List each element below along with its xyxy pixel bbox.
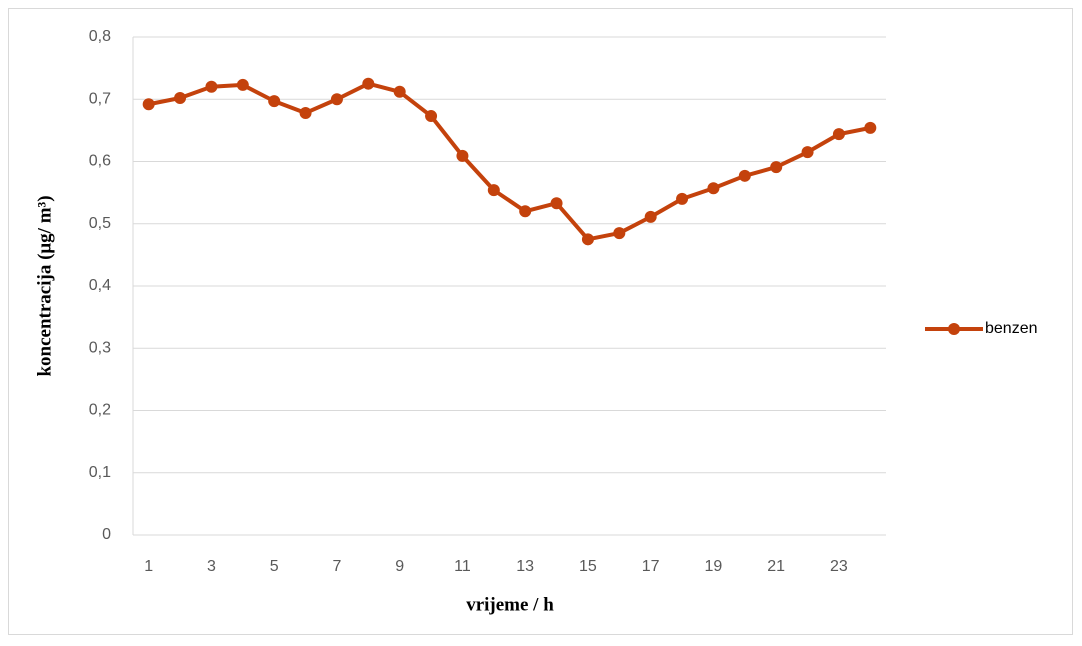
data-point — [801, 146, 814, 159]
y-tick-label: 0,7 — [89, 90, 111, 107]
data-point — [425, 110, 438, 123]
data-point — [393, 85, 406, 98]
x-tick-label: 17 — [642, 558, 660, 575]
x-tick-label: 1 — [144, 558, 153, 575]
y-tick-label: 0,6 — [89, 153, 111, 170]
x-tick-label: 3 — [207, 558, 216, 575]
x-tick-label: 11 — [454, 558, 471, 575]
data-point — [330, 93, 343, 106]
y-tick-label: 0,5 — [89, 215, 111, 232]
x-tick-label: 13 — [516, 558, 534, 575]
data-point — [487, 184, 500, 197]
data-point — [707, 182, 720, 195]
data-point — [738, 169, 751, 182]
y-tick-label: 0,3 — [89, 339, 111, 356]
data-point — [362, 77, 375, 90]
data-point — [832, 128, 845, 141]
chart-border — [8, 8, 1073, 635]
data-point — [299, 106, 312, 119]
data-point — [205, 80, 218, 93]
x-axis-title: vrijeme / h — [466, 594, 554, 615]
x-tick-label: 9 — [395, 558, 404, 575]
data-point — [236, 78, 249, 91]
data-point — [644, 210, 657, 223]
y-tick-label: 0,4 — [89, 277, 111, 294]
data-point — [864, 121, 877, 134]
data-point — [676, 192, 689, 205]
data-point — [174, 92, 187, 105]
x-tick-label: 7 — [332, 558, 341, 575]
data-point — [456, 149, 469, 162]
x-tick-label: 21 — [767, 558, 785, 575]
data-point — [142, 98, 155, 111]
y-tick-label: 0 — [102, 526, 111, 543]
data-point — [770, 161, 783, 174]
x-tick-label: 15 — [579, 558, 597, 575]
x-tick-label: 5 — [270, 558, 279, 575]
legend-marker — [948, 323, 960, 335]
data-point — [268, 95, 281, 108]
y-tick-label: 0,1 — [89, 464, 111, 481]
x-tick-label: 19 — [705, 558, 723, 575]
y-tick-label: 0,8 — [89, 28, 111, 45]
data-point — [613, 227, 626, 240]
legend-label: benzen — [985, 320, 1038, 337]
data-point — [519, 205, 532, 218]
x-tick-label: 23 — [830, 558, 848, 575]
data-point — [550, 197, 563, 210]
data-point — [581, 233, 594, 246]
y-tick-label: 0,2 — [89, 402, 111, 419]
y-axis-title: koncentracija (μg/ m³) — [34, 195, 55, 376]
